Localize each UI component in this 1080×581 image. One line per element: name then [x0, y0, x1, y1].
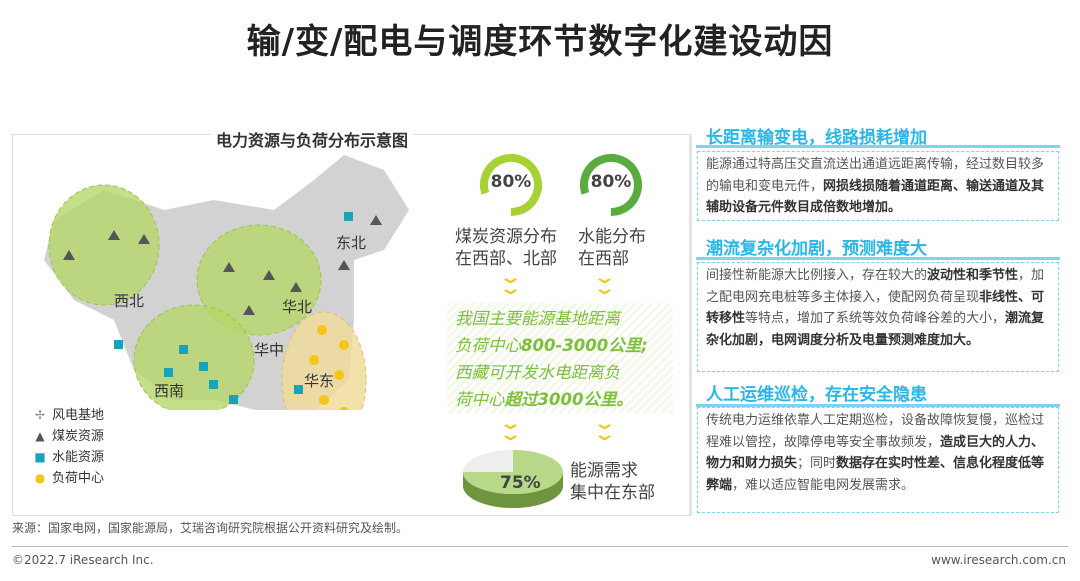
- map-legend: ✢ 风电基地 ▲ 煤炭资源 ■ 水能资源 ● 负荷中心: [34, 405, 104, 489]
- body-text: 间接性新能源大比例接入，存在较大的: [706, 268, 928, 283]
- section-body: 能源通过特高压交直流送出通道远距离传输，经过数目较多的输电和变电元件，网损线损随…: [697, 151, 1059, 221]
- legend-item: ● 负荷中心: [34, 468, 104, 489]
- region-label: 华中: [254, 341, 284, 359]
- body-text: ，难以适应智能电网发展需求。: [732, 477, 915, 493]
- body-text: ；同时: [797, 456, 837, 471]
- legend-label: 水能资源: [52, 450, 105, 465]
- north-zone: [196, 224, 322, 336]
- highlight-text: 数据存在实时性差、信息化程度低等弊端: [706, 456, 1045, 493]
- section-body: 间接性新能源大比例接入，存在较大的波动性和季节性，加之配电网充电桩等多主体接入，…: [697, 262, 1059, 372]
- southwest-zone: [133, 304, 255, 410]
- wind-turbine-icon: ✢: [34, 408, 46, 422]
- divider: [696, 404, 1060, 407]
- demand-label: 能源需求 集中在东部: [570, 461, 655, 503]
- legend-label: 风电基地: [52, 408, 105, 423]
- page-title: 输/变/配电与调度环节数字化建设动因: [246, 22, 834, 62]
- legend-label: 煤炭资源: [52, 429, 105, 444]
- body-text: 等特点，增加了系统等效负荷峰谷差的大小，: [745, 311, 1006, 326]
- chevron-down-icon: ⌄ ⌄: [498, 413, 523, 445]
- highlight-text: 非线性、可转移性: [706, 289, 1045, 327]
- legend-label: 负荷中心: [52, 471, 105, 486]
- legend-item: ■ 水能资源: [34, 447, 104, 468]
- hydro-percent: 80%: [590, 172, 632, 192]
- coal-markers: [63, 215, 382, 315]
- body-text: 传统电力运维依靠人工定期巡检，设备故障恢复慢，巡检过程难以管控，故障停电等安全事…: [706, 413, 1045, 450]
- footer-divider: [12, 546, 1068, 547]
- source-note: 来源：国家电网，国家能源局，艾瑞咨询研究院根据公开资料研究及绘制。: [12, 521, 409, 535]
- website-link[interactable]: www.iresearch.com.cn: [931, 553, 1066, 567]
- hydro-label: 水能分布 在西部: [578, 227, 646, 269]
- chevron-down-icon: ⌄ ⌄: [498, 267, 523, 299]
- section-body: 传统电力运维依靠人工定期巡检，设备故障恢复慢，巡检过程难以管控，故障停电等安全事…: [697, 407, 1059, 513]
- demand-percent: 75%: [500, 473, 541, 493]
- body-text: ，加之配电网充电桩等多主体接入，使配网负荷呈现: [706, 268, 1045, 305]
- body-text: 能源通过特高压交直流送出通道远距离传输，经过数目较多的输电和变电元件，: [706, 157, 1045, 194]
- section-heading: 潮流复杂化加剧，预测难度大: [706, 239, 927, 259]
- coal-percent: 80%: [490, 172, 532, 192]
- highlight-text: 潮流复杂化加剧，电网调度分析及电量预测难度加大。: [706, 311, 1045, 348]
- circle-icon: ●: [34, 471, 46, 485]
- divider: [696, 257, 1060, 260]
- legend-item: ▲ 煤炭资源: [34, 426, 104, 447]
- triangle-icon: ▲: [35, 429, 45, 443]
- hydro-markers: [114, 212, 353, 404]
- coal-label: 煤炭资源分布 在西部、北部: [455, 227, 557, 269]
- hydro-ring: 80%: [578, 152, 644, 218]
- chevron-down-icon: ⌄ ⌄: [592, 267, 617, 299]
- china-map: 东北 西北 华北 华中 西南 华东 华南: [44, 155, 409, 410]
- northwest-zone: [48, 184, 160, 306]
- coal-ring: 80%: [478, 152, 544, 218]
- region-label: 东北: [336, 234, 366, 252]
- distance-banner: 我国主要能源基地距离 负荷中心800-3000公里; 西藏可开发水电距离负 荷中…: [447, 303, 673, 413]
- demand-pie: 75%: [463, 450, 563, 508]
- east-zone: [281, 311, 367, 410]
- highlight-text: 造成巨大的人力、物力和财力损失: [706, 434, 1045, 472]
- square-icon: ■: [34, 450, 46, 464]
- region-label: 华北: [282, 298, 312, 316]
- map-title: 电力资源与负荷分布示意图: [210, 127, 415, 151]
- load-center-markers: [309, 325, 349, 410]
- highlight-text: 波动性和季节性: [927, 268, 1019, 283]
- divider: [696, 145, 1060, 148]
- copyright: ©2022.7 iResearch Inc.: [12, 553, 154, 567]
- region-label: 华东: [304, 372, 334, 390]
- section-heading: 长距离输变电，线路损耗增加: [706, 128, 927, 148]
- region-label: 西北: [114, 292, 144, 310]
- section-heading: 人工运维巡检，存在安全隐患: [706, 385, 927, 405]
- region-label: 西南: [154, 382, 184, 400]
- chevron-down-icon: ⌄ ⌄: [592, 413, 617, 445]
- highlight-text: 网损线损随着通道距离、输送通道及其辅助设备元件数目成倍数地增加。: [706, 178, 1045, 216]
- legend-item: ✢ 风电基地: [34, 405, 104, 426]
